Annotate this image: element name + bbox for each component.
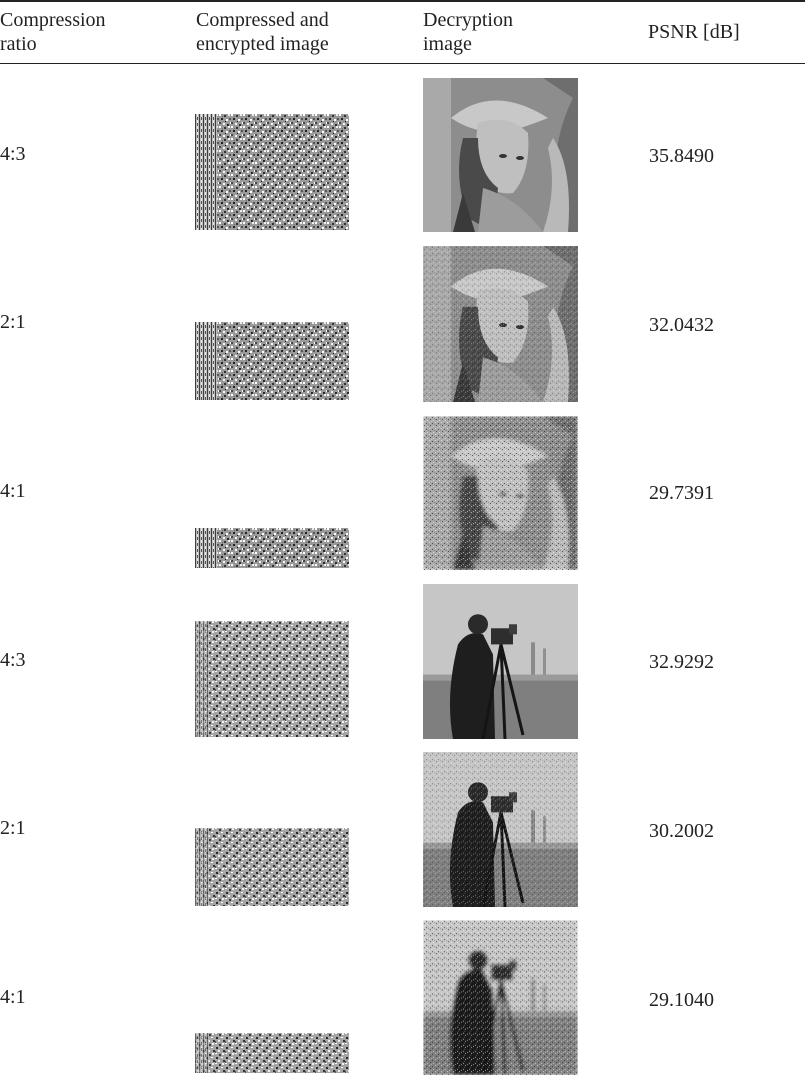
row-ratio: 2:1 (0, 311, 26, 333)
decrypted-cameraman-image (423, 920, 578, 1075)
encrypted-image (195, 828, 349, 906)
header-compressed-encrypted-image: Compressed and encrypted image (196, 9, 329, 55)
row-ratio: 2:1 (0, 817, 26, 839)
decrypted-cameraman-image (423, 752, 578, 907)
row-ratio: 4:3 (0, 143, 26, 165)
header-decryption-image: Decryption image (423, 9, 513, 55)
encrypted-image (195, 1033, 349, 1073)
row-ratio: 4:1 (0, 480, 26, 502)
header-psnr: PSNR [dB] (648, 21, 740, 43)
encrypted-image (195, 114, 349, 230)
row-psnr: 35.8490 (649, 145, 714, 167)
encrypted-image (195, 322, 349, 400)
row-psnr: 32.9292 (649, 651, 714, 673)
header-bottom-rule (0, 63, 805, 64)
header-compression-ratio: Compression ratio (0, 9, 106, 55)
table-top-rule (0, 0, 805, 2)
decrypted-lena-image (423, 416, 578, 570)
row-psnr: 29.1040 (649, 989, 714, 1011)
row-psnr: 32.0432 (649, 314, 714, 336)
encrypted-image (195, 528, 349, 568)
decrypted-lena-image (423, 246, 578, 402)
encrypted-image (195, 621, 349, 737)
row-psnr: 29.7391 (649, 482, 714, 504)
decrypted-cameraman-image (423, 584, 578, 739)
row-psnr: 30.2002 (649, 820, 714, 842)
row-ratio: 4:1 (0, 986, 26, 1008)
row-ratio: 4:3 (0, 649, 26, 671)
decrypted-lena-image (423, 78, 578, 232)
